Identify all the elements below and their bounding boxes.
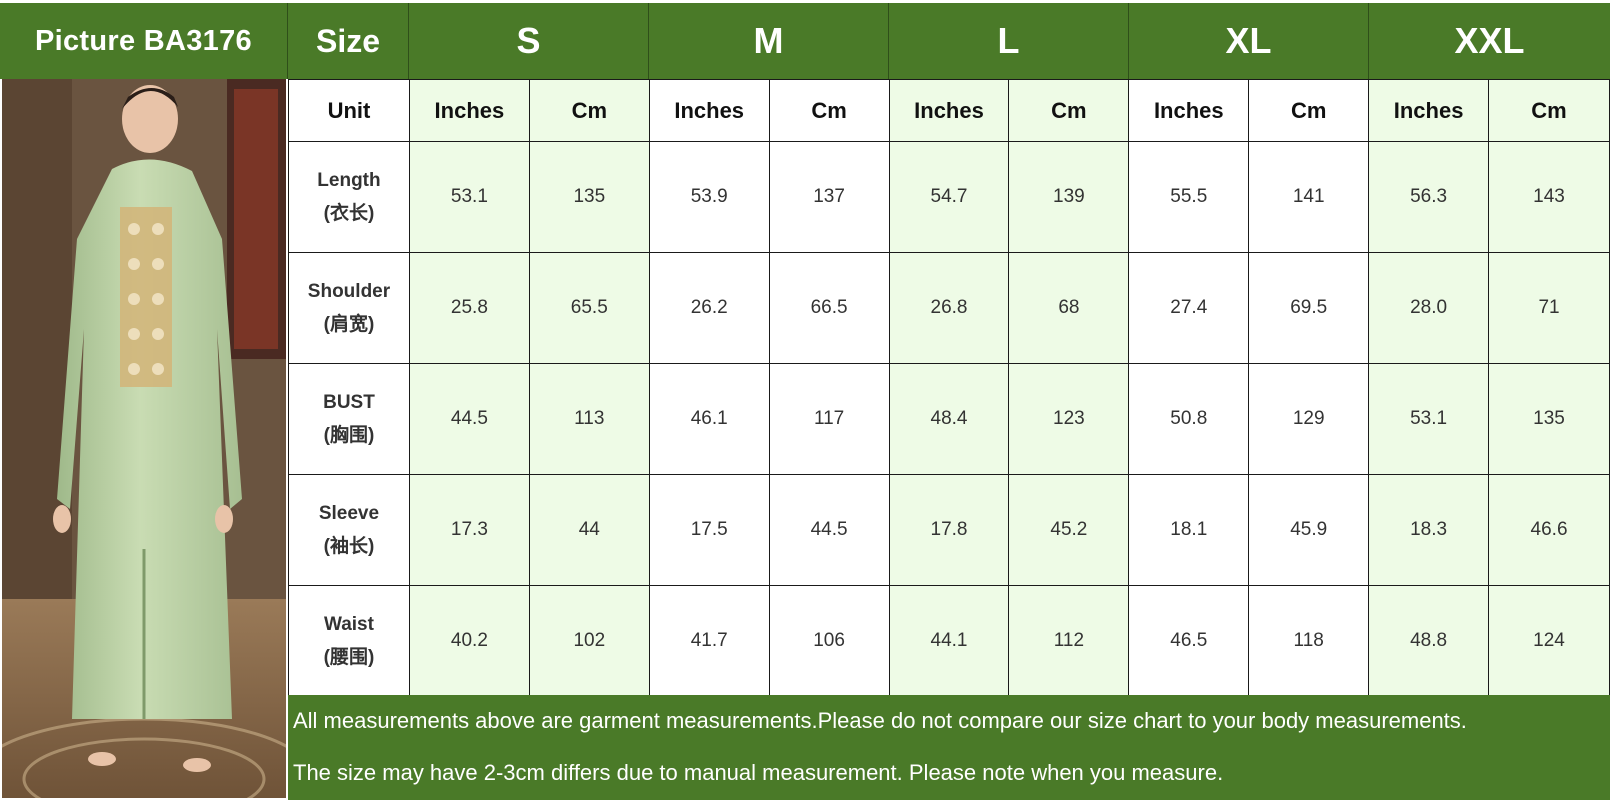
table-cell: 71 [1488, 252, 1610, 364]
table-cell: 124 [1488, 585, 1610, 697]
table-cell: 53.1 [408, 141, 530, 253]
table-cell: 53.1 [1368, 363, 1490, 475]
table-cell: 56.3 [1368, 141, 1490, 253]
table-cell: 106 [768, 585, 890, 697]
table-cell: 45.2 [1008, 474, 1130, 586]
unit-cell: Inches [1128, 79, 1250, 142]
unit-cell: Cm [528, 79, 650, 142]
table-cell: 44.1 [888, 585, 1010, 697]
unit-row: Unit Inches Cm Inches Cm Inches Cm Inche… [288, 79, 1610, 142]
unit-cell: Cm [1008, 79, 1130, 142]
table-cell: 17.8 [888, 474, 1010, 586]
unit-cell: Inches [648, 79, 770, 142]
row-label-cn: (袖长) [323, 536, 375, 557]
size-header: Size [288, 3, 409, 79]
row-label: Sleeve (袖长) [288, 474, 410, 586]
table-cell: 65.5 [528, 252, 650, 364]
row-label: BUST (胸围) [288, 363, 410, 475]
table-cell: 28.0 [1368, 252, 1490, 364]
table-cell: 46.6 [1488, 474, 1610, 586]
row-label: Waist (腰围) [288, 585, 410, 697]
table-cell: 135 [528, 141, 650, 253]
table-cell: 25.8 [408, 252, 530, 364]
table-cell: 18.3 [1368, 474, 1490, 586]
footer-notes: All measurements above are garment measu… [288, 695, 1610, 800]
table-cell: 68 [1008, 252, 1130, 364]
unit-cell: Cm [1488, 79, 1610, 142]
table-cell: 141 [1248, 141, 1370, 253]
product-photo [2, 79, 286, 798]
size-header-xxl: XXL [1369, 3, 1610, 79]
table-cell: 143 [1488, 141, 1610, 253]
table-cell: 135 [1488, 363, 1610, 475]
unit-cell: Inches [1368, 79, 1490, 142]
table-cell: 48.8 [1368, 585, 1490, 697]
row-label-en: Length [317, 170, 381, 191]
table-cell: 123 [1008, 363, 1130, 475]
unit-cell: Cm [1248, 79, 1370, 142]
table-row: Sleeve (袖长) 17.3 44 17.5 44.5 17.8 45.2 … [288, 474, 1610, 586]
row-label: Length (衣长) [288, 141, 410, 253]
footer-note-1: All measurements above are garment measu… [293, 708, 1467, 733]
footer-note-2: The size may have 2-3cm differs due to m… [293, 760, 1224, 785]
table-cell: 102 [528, 585, 650, 697]
table-cell: 113 [528, 363, 650, 475]
table-cell: 46.5 [1128, 585, 1250, 697]
table-row: Waist (腰围) 40.2 102 41.7 106 44.1 112 46… [288, 585, 1610, 697]
table-cell: 139 [1008, 141, 1130, 253]
model-in-dress-illustration [2, 79, 286, 798]
row-label-cn: (肩宽) [323, 314, 375, 335]
table-cell: 50.8 [1128, 363, 1250, 475]
table-row: Shoulder (肩宽) 25.8 65.5 26.2 66.5 26.8 6… [288, 252, 1610, 364]
row-label-en: Waist [323, 614, 374, 635]
table-cell: 112 [1008, 585, 1130, 697]
table-cell: 44.5 [408, 363, 530, 475]
unit-cell: Cm [768, 79, 890, 142]
table-cell: 48.4 [888, 363, 1010, 475]
table-row: Length (衣长) 53.1 135 53.9 137 54.7 139 5… [288, 141, 1610, 253]
table-cell: 26.8 [888, 252, 1010, 364]
table-cell: 40.2 [408, 585, 530, 697]
table-cell: 17.3 [408, 474, 530, 586]
table-cell: 46.1 [648, 363, 770, 475]
table-cell: 137 [768, 141, 890, 253]
table-cell: 18.1 [1128, 474, 1250, 586]
table-cell: 69.5 [1248, 252, 1370, 364]
table-cell: 54.7 [888, 141, 1010, 253]
table-cell: 44.5 [768, 474, 890, 586]
table-cell: 55.5 [1128, 141, 1250, 253]
table-cell: 129 [1248, 363, 1370, 475]
table-cell: 53.9 [648, 141, 770, 253]
row-label-en: BUST [323, 392, 375, 413]
row-label-en: Sleeve [318, 503, 380, 524]
table-cell: 44 [528, 474, 650, 586]
size-header-l: L [889, 3, 1129, 79]
table-cell: 26.2 [648, 252, 770, 364]
table-cell: 118 [1248, 585, 1370, 697]
size-header-m: M [649, 3, 889, 79]
table-cell: 66.5 [768, 252, 890, 364]
size-header-s: S [409, 3, 649, 79]
table-cell: 17.5 [648, 474, 770, 586]
table-cell: 41.7 [648, 585, 770, 697]
size-header-xl: XL [1129, 3, 1369, 79]
picture-header: Picture BA3176 [0, 3, 288, 79]
table-cell: 27.4 [1128, 252, 1250, 364]
unit-cell: Inches [408, 79, 530, 142]
row-label: Shoulder (肩宽) [288, 252, 410, 364]
row-label-cn: (胸围) [323, 425, 375, 446]
row-label-cn: (腰围) [323, 647, 375, 668]
unit-label: Unit [288, 79, 410, 142]
table-row: BUST (胸围) 44.5 113 46.1 117 48.4 123 50.… [288, 363, 1610, 475]
unit-cell: Inches [888, 79, 1010, 142]
row-label-cn: (衣长) [323, 203, 375, 224]
table-cell: 117 [768, 363, 890, 475]
measurement-table: Unit Inches Cm Inches Cm Inches Cm Inche… [288, 79, 1610, 697]
table-cell: 45.9 [1248, 474, 1370, 586]
row-label-en: Shoulder [307, 281, 391, 302]
